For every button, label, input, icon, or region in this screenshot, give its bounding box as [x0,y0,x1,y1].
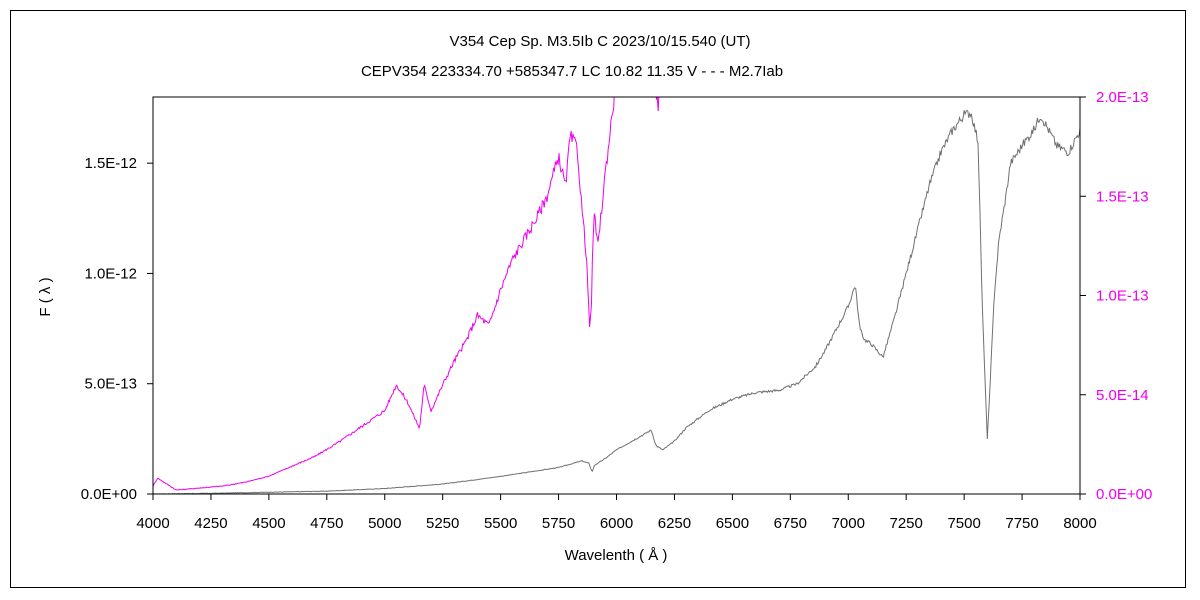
x-tick-label: 7500 [947,515,980,532]
right-series-line [153,97,660,491]
x-tick-label: 5750 [542,515,575,532]
chart-frame [10,10,1186,588]
plot-area-border [152,96,1081,495]
y-left-tick-label: 0.0E+00 [81,486,137,503]
x-tick-label: 7000 [832,515,865,532]
y-right-tick-label: 1.5E-13 [1096,188,1149,205]
x-tick-label: 6750 [774,515,807,532]
y-left-tick-label: 1.5E-12 [84,155,137,172]
x-tick-label: 5500 [484,515,517,532]
x-tick-label: 6000 [600,515,633,532]
y-axis-label: F ( λ ) [37,277,54,316]
x-tick-label: 5000 [368,515,401,532]
y-left-tick-label: 1.0E-12 [84,265,137,282]
left-series-line [153,109,1080,494]
x-tick-label: 4750 [310,515,343,532]
x-tick-label: 4000 [136,515,169,532]
y-left-tick-label: 5.0E-13 [84,376,137,393]
y-right-tick-label: 2.0E-13 [1096,89,1149,106]
x-tick-label: 5250 [426,515,459,532]
x-tick-label: 6250 [658,515,691,532]
x-tick-label: 4500 [252,515,285,532]
chart-subtitle: CEPV354 223334.70 +585347.7 LC 10.82 11.… [361,63,783,80]
x-tick-label: 6500 [716,515,749,532]
x-tick-label: 4250 [194,515,227,532]
y-right-tick-label: 1.0E-13 [1096,288,1149,305]
y-right-tick-label: 5.0E-14 [1096,387,1149,404]
x-axis-label: Wavelenth ( Å ) [565,547,668,564]
chart-title: V354 Cep Sp. M3.5Ib C 2023/10/15.540 (UT… [449,33,750,50]
y-right-tick-label: 0.0E+00 [1096,486,1152,503]
x-tick-label: 7250 [890,515,923,532]
x-tick-label: 8000 [1063,515,1096,532]
x-tick-label: 7750 [1005,515,1038,532]
